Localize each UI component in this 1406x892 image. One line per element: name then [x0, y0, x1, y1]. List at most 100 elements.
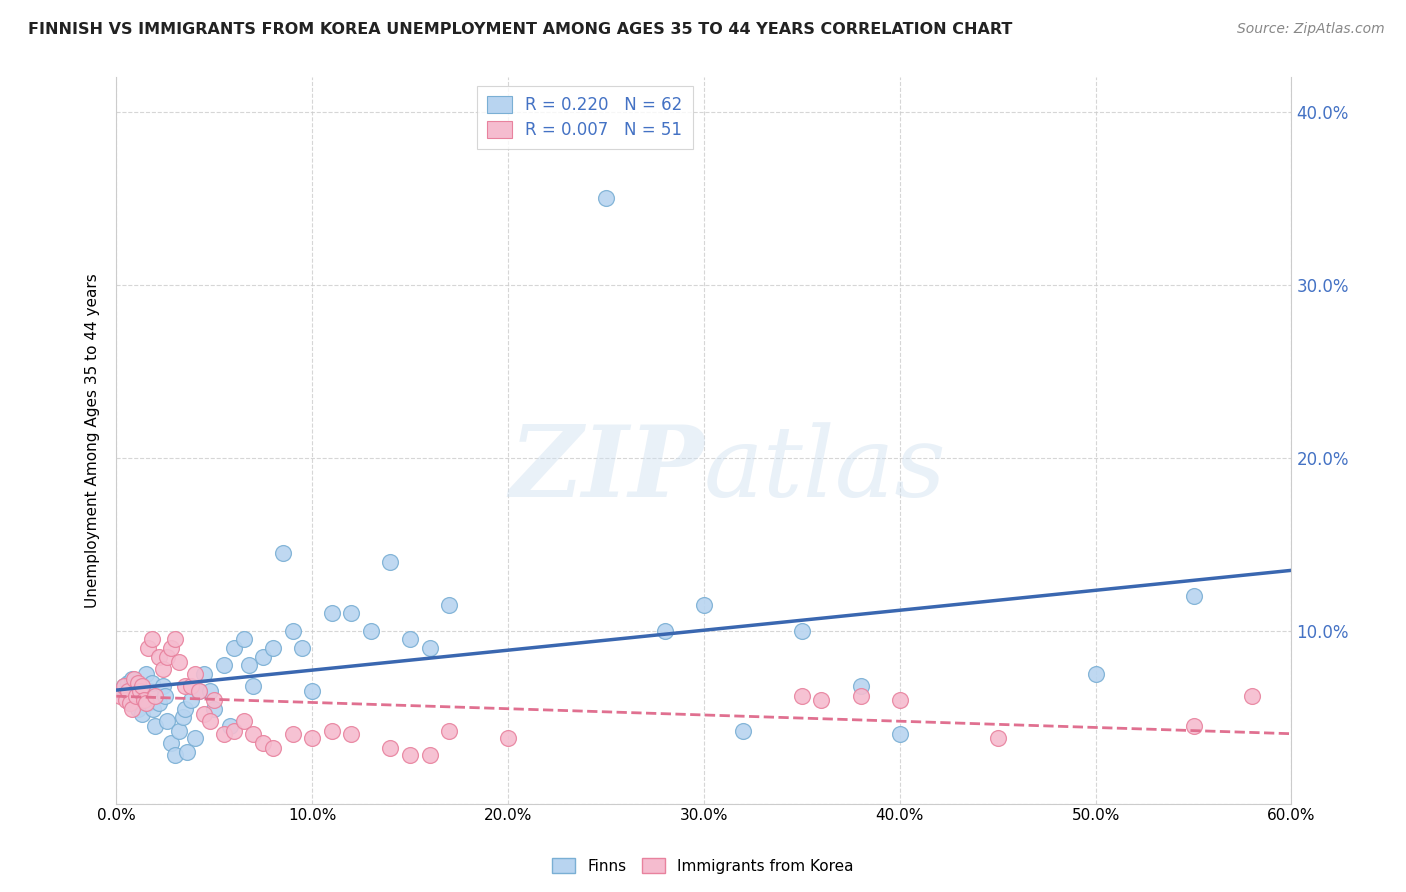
Point [180, 679, 202, 693]
Point [321, 607, 343, 621]
Point [173, 679, 195, 693]
Point [118, 696, 141, 710]
Point [301, 684, 323, 698]
Point [160, 640, 183, 655]
Point [155, 690, 177, 704]
Point [127, 701, 149, 715]
Point [163, 748, 186, 763]
Point [987, 731, 1010, 745]
Point [112, 679, 135, 693]
Point [152, 662, 174, 676]
Point [131, 706, 153, 721]
Point [193, 667, 215, 681]
Text: atlas: atlas [704, 422, 946, 517]
Text: FINNISH VS IMMIGRANTS FROM KOREA UNEMPLOYMENT AMONG AGES 35 TO 44 YEARS CORRELAT: FINNISH VS IMMIGRANTS FROM KOREA UNEMPLO… [28, 22, 1012, 37]
Point [108, 690, 131, 704]
Point [693, 598, 716, 612]
Point [380, 741, 402, 756]
Point [810, 693, 832, 707]
Point [419, 748, 441, 763]
Point [242, 679, 264, 693]
Point [360, 624, 382, 638]
Point [232, 714, 254, 728]
Point [222, 724, 245, 739]
Point [183, 667, 205, 681]
Point [117, 684, 139, 698]
Point [115, 690, 138, 704]
Point [148, 696, 170, 710]
Point [222, 640, 245, 655]
Point [108, 684, 131, 698]
Point [148, 649, 170, 664]
Point [271, 546, 294, 560]
Point [193, 706, 215, 721]
Point [1241, 690, 1264, 704]
Point [132, 693, 155, 707]
Point [262, 640, 284, 655]
Point [281, 624, 304, 638]
Point [141, 675, 163, 690]
Point [202, 701, 225, 715]
Point [262, 741, 284, 756]
Legend: R = 0.220   N = 62, R = 0.007   N = 51: R = 0.220 N = 62, R = 0.007 N = 51 [477, 86, 693, 149]
Point [156, 714, 179, 728]
Point [167, 724, 190, 739]
Point [849, 679, 872, 693]
Point [200, 714, 222, 728]
Point [212, 727, 235, 741]
Point [889, 727, 911, 741]
Point [172, 710, 194, 724]
Point [145, 719, 167, 733]
Point [136, 696, 159, 710]
Point [595, 191, 617, 205]
Point [291, 640, 314, 655]
Point [173, 701, 195, 715]
Point [118, 696, 141, 710]
Point [138, 684, 160, 698]
Point [654, 624, 676, 638]
Point [132, 693, 155, 707]
Point [152, 679, 174, 693]
Y-axis label: Unemployment Among Ages 35 to 44 years: Unemployment Among Ages 35 to 44 years [86, 273, 100, 608]
Point [163, 632, 186, 647]
Point [439, 598, 461, 612]
Point [128, 684, 150, 698]
Point [1182, 589, 1205, 603]
Point [187, 684, 209, 698]
Point [128, 679, 150, 693]
Text: Source: ZipAtlas.com: Source: ZipAtlas.com [1237, 22, 1385, 37]
Point [167, 655, 190, 669]
Text: ZIP: ZIP [509, 421, 704, 518]
Point [117, 675, 139, 690]
Point [380, 555, 402, 569]
Point [340, 727, 363, 741]
Point [212, 658, 235, 673]
Point [232, 632, 254, 647]
Point [135, 667, 157, 681]
Point [122, 672, 145, 686]
Point [281, 727, 304, 741]
Point [399, 748, 422, 763]
Point [218, 719, 240, 733]
Point [183, 731, 205, 745]
Point [1182, 719, 1205, 733]
Point [731, 724, 754, 739]
Point [496, 731, 519, 745]
Point [187, 684, 209, 698]
Point [202, 693, 225, 707]
Point [790, 624, 813, 638]
Point [141, 632, 163, 647]
Point [142, 701, 165, 715]
Point [849, 690, 872, 704]
Point [145, 690, 167, 704]
Point [176, 745, 198, 759]
Point [252, 649, 274, 664]
Point [889, 693, 911, 707]
Point [125, 684, 148, 698]
Point [160, 736, 183, 750]
Point [419, 640, 441, 655]
Point [439, 724, 461, 739]
Point [790, 690, 813, 704]
Point [131, 679, 153, 693]
Point [122, 693, 145, 707]
